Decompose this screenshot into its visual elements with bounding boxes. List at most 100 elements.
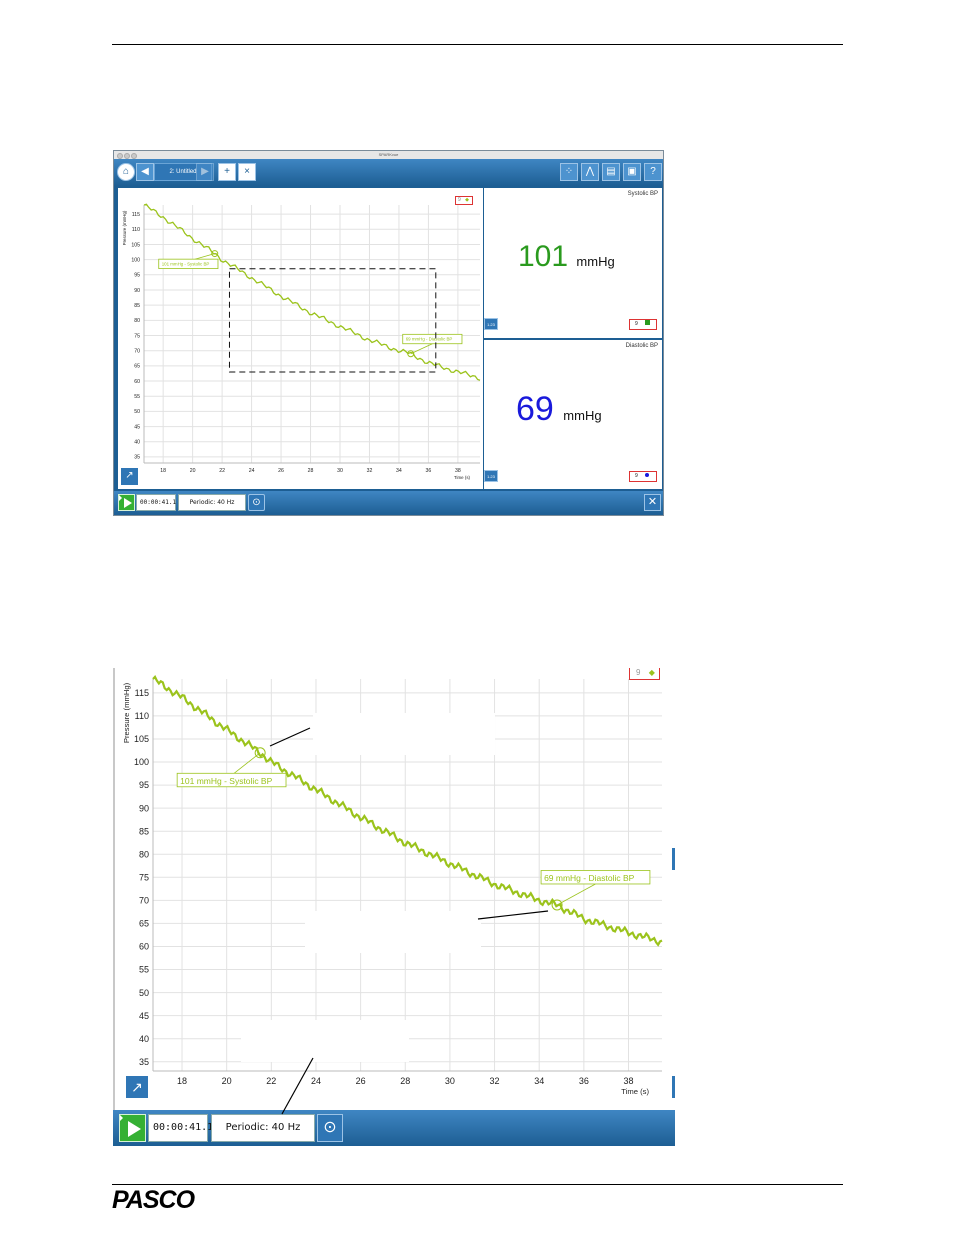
x-axis-label: Time (s) (621, 1087, 649, 1096)
rate-settings-icon[interactable]: ⊙ (248, 494, 265, 511)
x-tick-label: 34 (396, 468, 402, 474)
graph-canvas[interactable]: 18 20 22 24 26 28 30 32 34 36 38 115 110 105 100 95 90 85… (118, 188, 483, 489)
annotation-marker (211, 250, 219, 258)
x-tick-label: 28 (400, 1076, 410, 1086)
x-tick-label: 32 (490, 1076, 500, 1086)
x-tick-label: 24 (249, 468, 255, 474)
help-icon[interactable]: ? (644, 163, 662, 181)
y-tick-label: 65 (139, 919, 149, 929)
y-tick-label: 50 (139, 988, 149, 998)
annotation-marker (254, 747, 266, 759)
x-tick-label: 30 (445, 1076, 455, 1086)
bottom-toolbar: 00:00:41.1 Periodic: 40 Hz ⊙ ✕ (114, 491, 663, 515)
annotation-label: 69 mmHg - Diastolic BP (544, 873, 635, 883)
play-icon (128, 1120, 142, 1137)
tools-icon[interactable]: ✕ (644, 494, 661, 511)
y-tick-label: 105 (134, 734, 149, 744)
minimize-window-icon[interactable] (124, 153, 130, 159)
y-tick-label: 95 (134, 273, 140, 279)
home-icon[interactable]: ⌂ (117, 163, 135, 181)
panel-edge-button (672, 848, 675, 870)
x-tick-label: 20 (190, 468, 196, 474)
annotation-box (176, 772, 287, 788)
annotation-label: 69 mmHg - Diastolic BP (406, 337, 453, 342)
annotation-box (402, 333, 463, 345)
y-tick-label: 100 (134, 757, 149, 767)
legend-box[interactable]: 9 (629, 319, 657, 330)
y-tick-label: 115 (135, 688, 149, 698)
zoom-window-icon[interactable] (131, 153, 137, 159)
y-tick-label: 50 (134, 409, 140, 415)
annotation-leader (556, 883, 596, 906)
y-tick-label: 80 (139, 849, 149, 859)
circle-icon (645, 473, 650, 477)
square-icon (645, 320, 651, 325)
elapsed-time: 00:00:41.1 (136, 494, 176, 511)
y-tick-label: 90 (134, 288, 140, 294)
x-tick-label: 36 (579, 1076, 589, 1086)
snapshot-icon[interactable]: ▣ (623, 163, 641, 181)
x-tick-label: 22 (219, 468, 225, 474)
sample-rate[interactable]: Periodic: 40 Hz (211, 1114, 315, 1142)
add-page-icon[interactable]: + (218, 163, 236, 181)
annotation-label: 101 mmHg - Systolic BP (180, 776, 272, 786)
sensors-icon[interactable]: ⁘ (560, 163, 578, 181)
build-icon[interactable]: ⋀ (581, 163, 599, 181)
diastolic-value: 69 (516, 390, 554, 428)
legend-value: 9 (635, 321, 638, 327)
x-tick-label: 18 (177, 1076, 187, 1086)
legend-box[interactable]: 9 (629, 471, 657, 482)
y-tick-label: 75 (139, 872, 149, 882)
meter-value: 101 mmHg (518, 240, 615, 274)
previous-page-icon[interactable]: ◀ (136, 163, 154, 181)
graph-tools-icon[interactable]: ↗ (121, 468, 138, 485)
elapsed-time: 00:00:41.1 (148, 1114, 213, 1142)
window-title: SPARKvue (378, 152, 399, 157)
meter-title: Diastolic BP (625, 343, 658, 349)
y-tick-label: 40 (134, 440, 140, 446)
x-tick-label: 26 (278, 468, 284, 474)
data-button[interactable]: 1.23 (484, 470, 498, 482)
series-line (152, 675, 663, 947)
delete-page-icon[interactable]: × (238, 163, 256, 181)
graph-tools-icon[interactable]: ↗ (126, 1076, 148, 1098)
rate-settings-icon[interactable]: ⊙ (317, 1114, 343, 1142)
x-tick-label: 24 (311, 1076, 321, 1086)
pasco-logo: PASCO (112, 1186, 195, 1214)
play-icon (124, 498, 133, 509)
annotation-marker (407, 350, 415, 358)
start-button[interactable] (119, 1114, 146, 1142)
meter-title: Systolic BP (627, 191, 658, 197)
meter-diastolic: Diastolic BP 69 mmHg 1.23 9 (484, 340, 662, 489)
close-window-icon[interactable] (117, 153, 123, 159)
graph-canvas-zoom[interactable]: 18 20 22 24 26 28 30 32 34 36 38 115 110 105 100 95 90 85… (113, 668, 675, 1110)
y-tick-label: 85 (139, 826, 149, 836)
sample-rate[interactable]: Periodic: 40 Hz (178, 494, 246, 511)
x-tick-label: 20 (222, 1076, 232, 1086)
systolic-value: 101 (518, 240, 569, 273)
y-tick-label: 70 (134, 349, 140, 355)
y-tick-label: 60 (139, 942, 149, 952)
data-button[interactable]: 1.23 (484, 318, 498, 330)
panel-edge-button (672, 1076, 675, 1098)
callout-box (313, 713, 495, 755)
legend-box[interactable]: 9 ◆ (629, 668, 660, 680)
zoom-region-box (228, 268, 437, 373)
callout-box (241, 1020, 409, 1062)
x-tick-label: 38 (624, 1076, 634, 1086)
bottom-toolbar: 00:00:41.1 Periodic: 40 Hz ⊙ (113, 1110, 675, 1146)
journal-icon[interactable]: ▤ (602, 163, 620, 181)
y-tick-label: 115 (132, 212, 140, 218)
x-tick-label: 18 (160, 468, 166, 474)
diamond-icon: ◆ (648, 668, 655, 677)
x-axis-label: Time (s) (454, 475, 471, 480)
next-page-icon[interactable]: ▶ (196, 163, 214, 181)
x-tick-label: 38 (455, 468, 461, 474)
legend-box[interactable]: 9 ◆ (455, 196, 473, 205)
legend-value: 9 (458, 197, 461, 203)
annotation-label: 101 mmHg - Systolic BP (162, 262, 210, 267)
x-tick-label: 26 (356, 1076, 366, 1086)
start-button[interactable] (118, 494, 135, 511)
callout-box (305, 911, 481, 953)
x-tick-label: 22 (266, 1076, 276, 1086)
